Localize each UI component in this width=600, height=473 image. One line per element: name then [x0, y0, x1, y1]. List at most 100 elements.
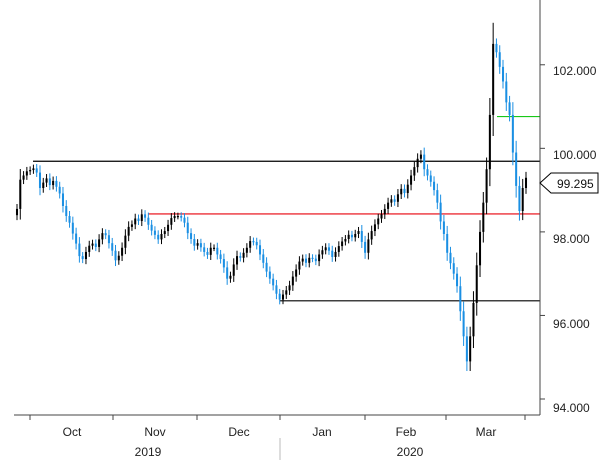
candle-body	[42, 182, 45, 189]
candle-body	[479, 231, 482, 266]
candle-body	[55, 180, 58, 187]
candle-body	[68, 216, 71, 223]
x-tick-marks	[29, 415, 526, 460]
candle-body	[104, 233, 107, 236]
candle-body	[65, 205, 68, 217]
candle-body	[180, 216, 183, 218]
candle-body	[275, 285, 278, 294]
candle-body	[446, 233, 449, 253]
candle-body	[357, 231, 360, 234]
candle-body	[377, 218, 380, 225]
candle-body	[495, 43, 498, 53]
candle-body	[492, 43, 495, 115]
candle-body	[183, 217, 186, 223]
candle-body	[52, 180, 55, 186]
candle-body	[347, 234, 350, 239]
candle-body	[370, 231, 373, 240]
year-label: 2020	[397, 445, 424, 459]
candle-body	[436, 190, 439, 203]
candle-body	[75, 233, 78, 244]
x-tick-label: Mar	[476, 425, 497, 439]
candle-body	[160, 233, 163, 240]
candle-body	[190, 233, 193, 239]
candle-body	[344, 238, 347, 242]
candle-body	[98, 239, 101, 247]
candle-body	[35, 168, 38, 173]
candle-body	[137, 218, 140, 222]
candle-body	[140, 214, 143, 222]
candle-body	[393, 199, 396, 202]
year-label: 2019	[135, 445, 162, 459]
candle-body	[327, 247, 330, 251]
level-lines	[33, 115, 540, 302]
candle-body	[32, 168, 35, 171]
candle-body	[452, 263, 455, 274]
candle-body	[236, 256, 239, 265]
candle-body	[222, 259, 225, 268]
candle-body	[304, 258, 307, 263]
candle-body	[298, 261, 301, 270]
y-tick-label: 96.000	[553, 317, 590, 331]
candle-body	[193, 238, 196, 246]
candle-body	[403, 188, 406, 194]
candle-body	[482, 202, 485, 232]
candle-body	[84, 251, 87, 260]
candle-body	[301, 258, 304, 262]
candle-body	[130, 224, 133, 227]
candle-body	[157, 234, 160, 240]
candle-body	[469, 336, 472, 362]
candle-body	[61, 193, 64, 206]
candle-body	[91, 243, 94, 246]
candle-body	[147, 217, 150, 225]
candle-body	[101, 233, 104, 240]
candle-body	[364, 241, 367, 253]
candle-body	[144, 214, 147, 218]
candle-body	[239, 256, 242, 258]
candle-body	[209, 247, 212, 255]
candle-body	[163, 231, 166, 234]
candle-body	[288, 285, 291, 291]
y-tick-label: 98.000	[553, 232, 590, 246]
candle-body	[524, 177, 528, 189]
y-tick-label: 94.000	[553, 401, 590, 415]
candle-body	[88, 245, 91, 252]
candle-body	[196, 243, 199, 246]
candle-body	[331, 250, 334, 257]
candle-body	[170, 218, 173, 225]
candle-body	[117, 255, 120, 261]
x-tick-label: Feb	[396, 425, 417, 439]
candle-body	[219, 254, 222, 260]
x-tick-label: Oct	[63, 425, 82, 439]
y-tick-label: 100.000	[553, 148, 597, 162]
candle-body	[488, 114, 491, 170]
candle-body	[475, 265, 478, 303]
candle-body	[308, 257, 311, 263]
candle-body	[124, 235, 127, 248]
candle-body	[472, 302, 475, 337]
candle-body	[25, 171, 28, 176]
candle-body	[186, 222, 189, 234]
candle-body	[511, 114, 514, 153]
candle-body	[426, 169, 429, 176]
candle-body	[390, 199, 393, 203]
x-tick-label: Jan	[312, 425, 331, 439]
candle-body	[206, 251, 209, 255]
candle-body	[383, 208, 386, 215]
candle-body	[419, 154, 422, 159]
candle-body	[341, 241, 344, 247]
candle-body	[311, 257, 314, 259]
candle-body	[423, 154, 426, 170]
candle-body	[203, 247, 206, 252]
candle-body	[416, 158, 419, 168]
last-price-box	[539, 172, 599, 194]
candle-body	[291, 276, 294, 286]
candle-body	[15, 208, 19, 216]
candle-body	[216, 247, 219, 255]
candle-body	[127, 226, 130, 236]
candle-body	[321, 250, 324, 255]
candle-body	[360, 231, 363, 242]
candle-body	[373, 224, 376, 232]
candle-body	[58, 186, 61, 194]
